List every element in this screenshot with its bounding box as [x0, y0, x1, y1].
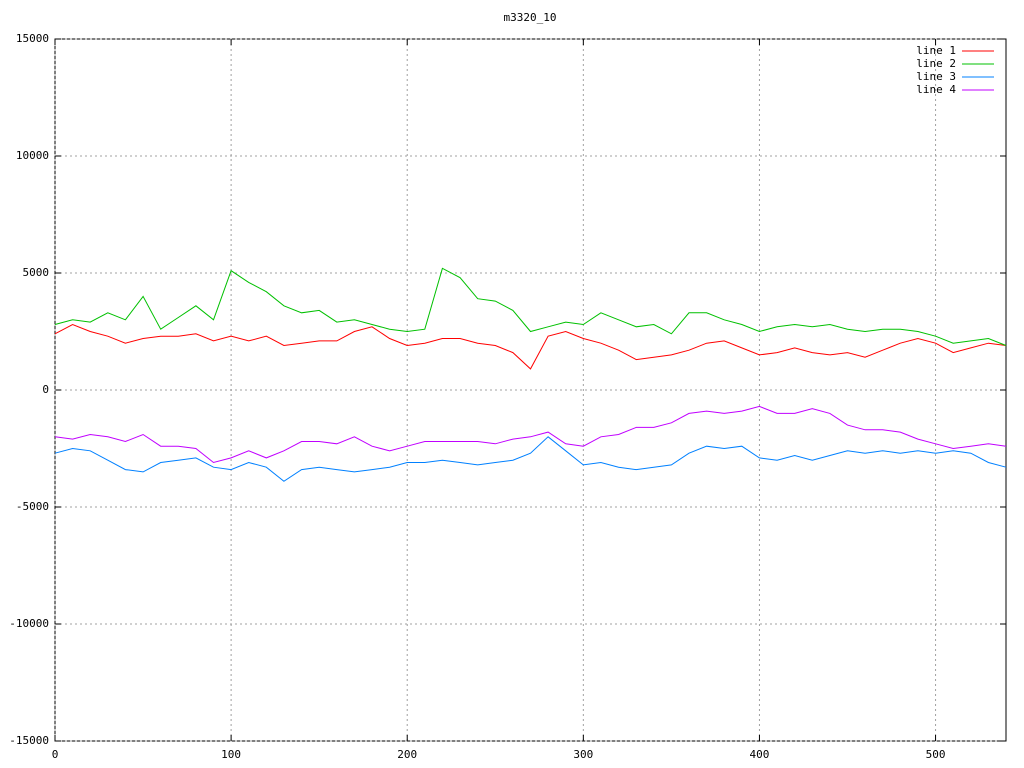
- legend-label: line 3: [916, 70, 956, 83]
- y-tick-label: -5000: [16, 500, 49, 513]
- legend-label: line 4: [916, 83, 956, 96]
- x-tick-label: 300: [573, 748, 593, 761]
- x-tick-label: 100: [221, 748, 241, 761]
- y-tick-label: 5000: [23, 266, 50, 279]
- y-tick-label: 15000: [16, 32, 49, 45]
- line-series: [54, 323, 1007, 370]
- x-tick-label: 0: [52, 748, 59, 761]
- chart-title: m3320_10: [504, 11, 557, 24]
- y-tick-label: 0: [42, 383, 49, 396]
- y-tick-label: -10000: [9, 617, 49, 630]
- legend-label: line 2: [916, 57, 956, 70]
- x-tick-label: 200: [397, 748, 417, 761]
- line-series: [54, 436, 1007, 482]
- x-tick-label: 500: [926, 748, 946, 761]
- line-series: [54, 405, 1007, 464]
- x-tick-label: 400: [750, 748, 770, 761]
- legend-label: line 1: [916, 44, 956, 57]
- y-tick-label: -15000: [9, 734, 49, 747]
- line-series: [54, 267, 1007, 346]
- y-tick-label: 10000: [16, 149, 49, 162]
